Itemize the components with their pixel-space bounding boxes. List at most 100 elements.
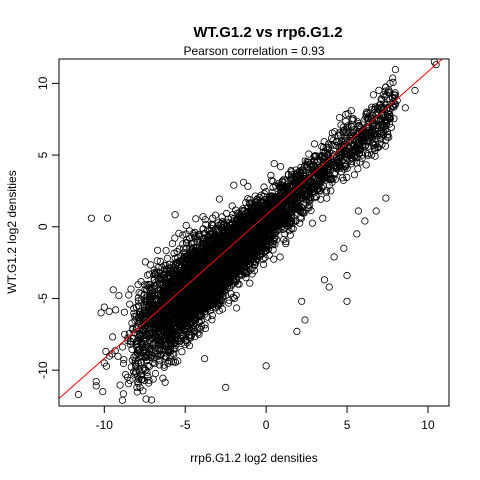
data-point — [162, 353, 170, 361]
data-point — [133, 383, 141, 391]
data-point — [208, 316, 216, 324]
data-point — [276, 253, 284, 261]
data-point — [162, 345, 170, 354]
data-point — [369, 91, 377, 99]
data-point — [318, 184, 326, 192]
data-point — [255, 193, 264, 202]
data-point — [381, 142, 390, 150]
data-point — [386, 105, 395, 113]
data-point — [368, 103, 376, 111]
data-point — [148, 396, 156, 404]
data-points — [74, 58, 440, 404]
data-point — [201, 321, 209, 329]
chart-subtitle: Pearson correlation = 0.93 — [183, 44, 324, 58]
data-point — [204, 226, 212, 234]
data-point — [178, 348, 186, 356]
data-point — [270, 255, 278, 263]
data-point — [358, 151, 367, 159]
data-point — [228, 202, 236, 210]
data-point — [331, 170, 339, 178]
data-point — [137, 372, 145, 380]
data-point — [182, 221, 190, 229]
data-point — [127, 363, 135, 371]
data-point — [99, 387, 107, 396]
data-point — [198, 322, 206, 330]
data-point — [244, 257, 253, 266]
data-point — [215, 195, 223, 203]
data-point — [140, 300, 148, 309]
data-point — [114, 352, 122, 360]
data-point — [120, 308, 129, 316]
data-point — [126, 337, 134, 345]
data-point — [199, 225, 207, 233]
data-point — [170, 263, 178, 271]
data-point — [302, 161, 311, 169]
data-point — [139, 308, 147, 316]
data-point — [145, 270, 153, 278]
data-point — [322, 188, 330, 196]
data-point — [280, 236, 288, 244]
data-point — [242, 269, 251, 277]
data-point — [109, 333, 117, 341]
data-point — [141, 352, 149, 360]
data-point — [133, 378, 141, 386]
data-point — [175, 245, 184, 253]
data-point — [286, 231, 294, 239]
data-point — [364, 152, 372, 160]
data-point — [379, 91, 387, 99]
data-point — [310, 184, 318, 192]
data-point — [391, 66, 399, 74]
data-point — [355, 123, 363, 131]
data-point — [118, 396, 127, 404]
data-point — [143, 271, 152, 279]
data-point — [140, 318, 148, 326]
data-point — [371, 152, 379, 160]
data-point — [166, 352, 174, 360]
data-point — [298, 209, 306, 217]
data-point — [120, 356, 128, 364]
data-point — [356, 140, 364, 148]
data-point — [382, 121, 390, 130]
data-point — [225, 296, 233, 304]
data-point — [246, 279, 254, 287]
data-point — [310, 153, 318, 161]
data-point — [389, 78, 397, 87]
data-point — [145, 376, 153, 384]
data-point — [267, 176, 276, 184]
data-point — [389, 74, 397, 82]
data-point — [198, 239, 206, 248]
data-point — [386, 114, 394, 123]
data-point — [171, 358, 180, 366]
data-point — [147, 261, 155, 269]
data-point — [375, 86, 383, 94]
data-point — [350, 171, 358, 179]
data-point — [171, 211, 179, 219]
data-point — [252, 258, 260, 266]
data-point — [153, 257, 161, 265]
data-point — [155, 332, 164, 340]
data-point — [142, 395, 150, 403]
data-point — [208, 311, 216, 319]
data-point — [264, 196, 272, 205]
data-point — [367, 151, 376, 159]
data-point — [121, 330, 129, 338]
data-point — [137, 296, 145, 304]
data-point — [308, 219, 316, 227]
data-point — [175, 229, 183, 237]
data-point — [155, 361, 164, 369]
data-point — [131, 316, 139, 325]
data-point — [278, 187, 286, 196]
data-point — [152, 334, 160, 342]
data-point — [305, 202, 313, 210]
data-point — [329, 174, 337, 182]
data-point — [235, 280, 243, 288]
data-point — [275, 183, 284, 191]
data-point — [276, 163, 285, 171]
data-point — [387, 123, 395, 132]
data-point — [346, 132, 354, 140]
data-point — [327, 187, 335, 195]
data-point — [119, 359, 128, 368]
data-point — [192, 215, 200, 223]
data-point — [126, 300, 134, 308]
